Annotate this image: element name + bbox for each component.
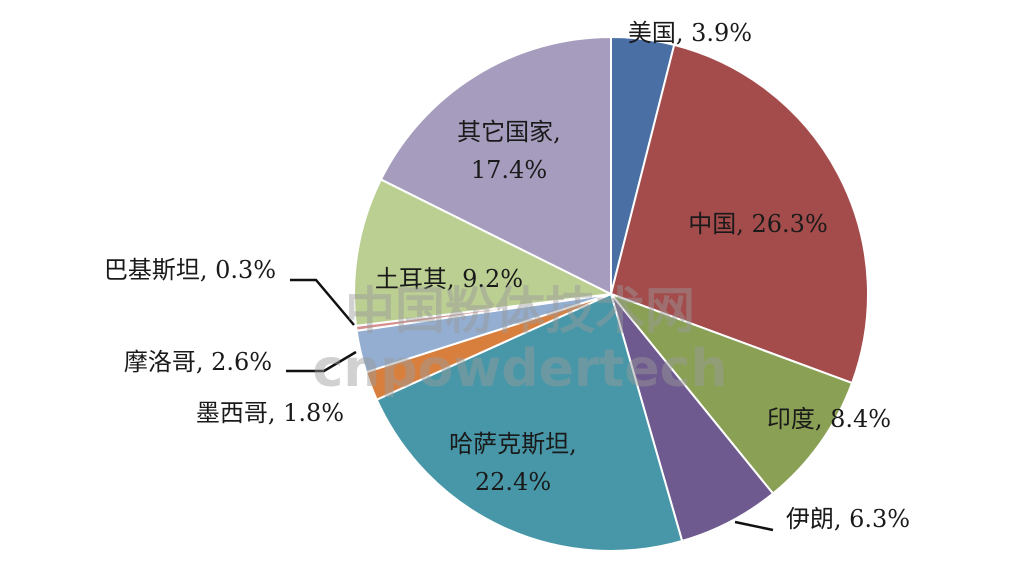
leader-line-7 xyxy=(290,278,355,326)
pie-slice-8 xyxy=(353,178,615,327)
watermark: 中国粉体技术网 cnpowdertech xyxy=(313,282,728,399)
slice-label-6: 摩洛哥, 2.6% xyxy=(124,348,272,376)
leader-line-3 xyxy=(734,520,774,532)
slice-labels: 美国, 3.9% 中国, 26.3% 印度, 8.4% 伊朗, 6.3% 哈萨克斯坦, 2… xyxy=(104,19,910,533)
leader-line-6 xyxy=(286,350,357,373)
pie-slice-2 xyxy=(607,291,854,495)
pie-slice-1 xyxy=(609,43,869,385)
slice-label-5: 墨西哥, 1.8% xyxy=(196,399,344,427)
slice-label-3: 伊朗, 6.3% xyxy=(786,505,910,533)
leader-lines xyxy=(286,278,774,532)
slice-label-1: 中国, 26.3% xyxy=(688,210,828,238)
slice-label-0: 美国, 3.9% xyxy=(628,19,752,47)
slice-label-4: 哈萨克斯坦, 22.4% xyxy=(449,430,577,496)
pie-slice-9 xyxy=(379,35,612,296)
pie-slices xyxy=(353,35,869,552)
slice-label-7: 巴基斯坦, 0.3% xyxy=(104,256,276,284)
slice-label-8: 土耳其, 9.2% xyxy=(375,265,523,293)
pie-slice-4 xyxy=(375,292,684,552)
watermark-line1: 中国粉体技术网 xyxy=(345,282,695,340)
slice-label-2: 印度, 8.4% xyxy=(767,405,891,433)
watermark-line2: cnpowdertech xyxy=(313,339,728,399)
slice-label-9: 其它国家, 17.4% xyxy=(457,118,561,184)
